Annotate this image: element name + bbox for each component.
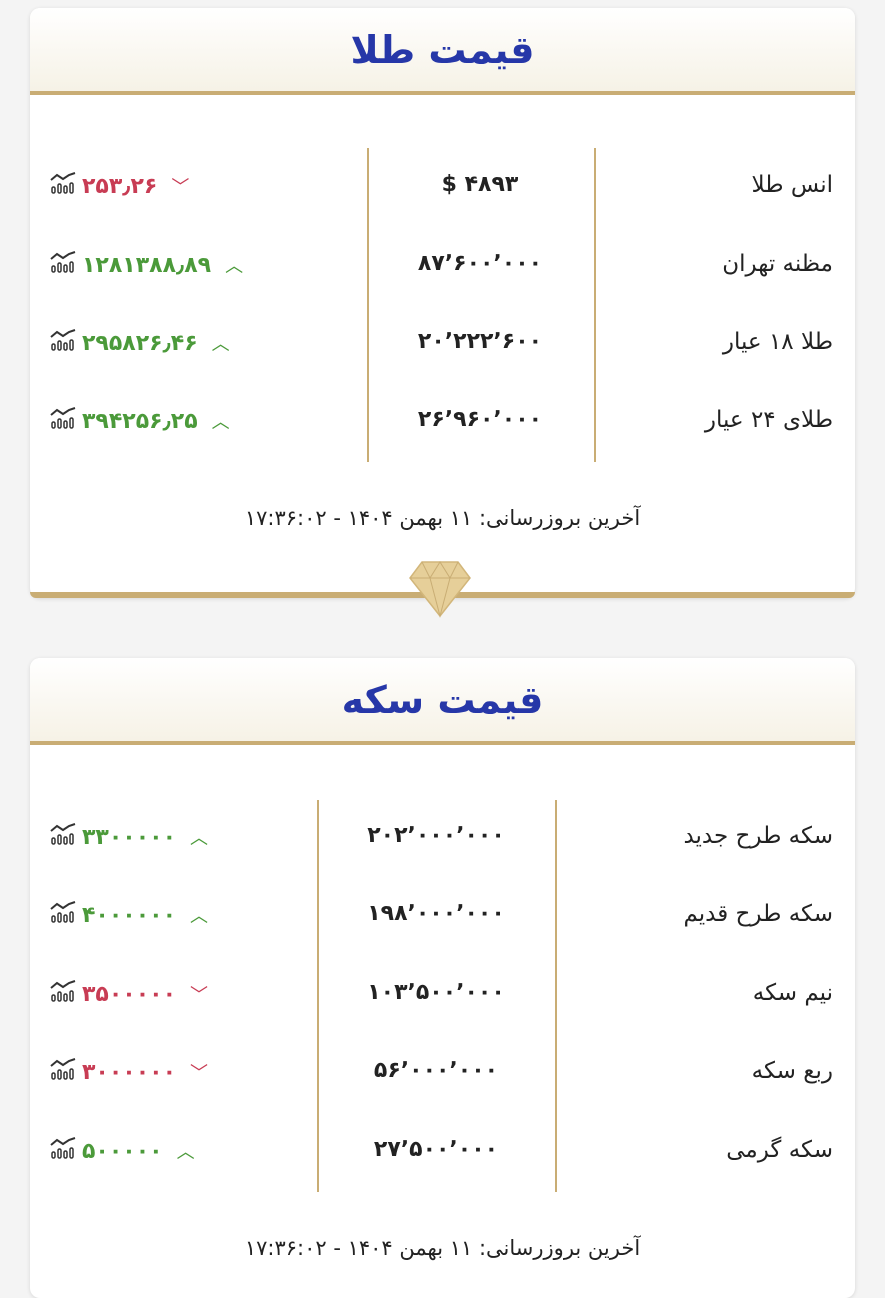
item-change: ۲۵۳٫۲۶ ﹀: [50, 172, 189, 200]
chart-icon[interactable]: [50, 901, 76, 929]
change-value: ۳۳۰۰۰۰۰: [82, 824, 176, 850]
price-row: انس طلا $ ۴۸۹۳ ۲۵۳٫۲۶ ﹀: [30, 166, 855, 206]
item-change: ۳۳۰۰۰۰۰ ︿: [50, 823, 208, 851]
divider: [317, 800, 319, 1192]
item-price: $ ۴۸۹۳: [441, 172, 519, 197]
change-value: ۳۵۰۰۰۰۰: [82, 981, 176, 1007]
card-title: قیمت سکه: [341, 677, 544, 722]
item-price: ۵۶٬۰۰۰٬۰۰۰: [373, 1058, 499, 1083]
change-value: ۱۲۸۱۳۸۸٫۸۹: [82, 252, 212, 278]
item-name: مظنه تهران: [722, 251, 833, 277]
coin-price-card: قیمت سکه آخرین بروزرسانی: ۱۱ بهمن ۱۴۰۴ -…: [30, 658, 855, 1298]
price-row: ربع سکه ۵۶٬۰۰۰٬۰۰۰ ۳۰۰۰۰۰۰ ﹀: [30, 1052, 855, 1092]
chevron-down-icon: ﹀: [190, 1063, 208, 1084]
chevron-up-icon: ︿: [211, 412, 230, 433]
price-row: سکه طرح جدید ۲۰۲٬۰۰۰٬۰۰۰ ۳۳۰۰۰۰۰ ︿: [30, 817, 855, 857]
chart-icon[interactable]: [50, 172, 76, 200]
change-value: ۲۵۳٫۲۶: [82, 173, 158, 199]
item-price: ۱۹۸٬۰۰۰٬۰۰۰: [367, 901, 505, 926]
chart-icon[interactable]: [50, 823, 76, 851]
item-name: سکه گرمی: [726, 1137, 833, 1163]
diamond-icon: [409, 561, 471, 618]
item-name: سکه طرح قدیم: [683, 901, 833, 927]
item-price: ۸۷٬۶۰۰٬۰۰۰: [417, 251, 543, 276]
item-change: ۴۰۰۰۰۰۰ ︿: [50, 901, 208, 929]
item-change: ۵۰۰۰۰۰ ︿: [50, 1137, 195, 1165]
card-title: قیمت طلا: [350, 27, 535, 72]
gold-price-card: قیمت طلا آخرین بروزرسانی: ۱۱ بهمن ۱۴۰۴ -…: [30, 8, 855, 598]
item-price: ۱۰۳٬۵۰۰٬۰۰۰: [367, 980, 505, 1005]
price-row: سکه طرح قدیم ۱۹۸٬۰۰۰٬۰۰۰ ۴۰۰۰۰۰۰ ︿: [30, 895, 855, 935]
chart-icon[interactable]: [50, 329, 76, 357]
chevron-down-icon: ﹀: [171, 177, 190, 198]
item-price: ۲۶٬۹۶۰٬۰۰۰: [417, 407, 543, 432]
item-change: ۳۹۴۲۵۶٫۲۵ ︿: [50, 407, 230, 435]
change-value: ۴۰۰۰۰۰۰: [82, 902, 176, 928]
chart-icon[interactable]: [50, 980, 76, 1008]
price-row: سکه گرمی ۲۷٬۵۰۰٬۰۰۰ ۵۰۰۰۰۰ ︿: [30, 1131, 855, 1171]
chevron-up-icon: ︿: [176, 1142, 195, 1163]
chevron-up-icon: ︿: [211, 334, 230, 355]
item-name: انس طلا: [751, 172, 833, 198]
chart-icon[interactable]: [50, 1137, 76, 1165]
item-change: ۳۵۰۰۰۰۰ ﹀: [50, 980, 208, 1008]
item-change: ۱۲۸۱۳۸۸٫۸۹ ︿: [50, 251, 243, 279]
item-change: ۲۹۵۸۲۶٫۴۶ ︿: [50, 329, 230, 357]
chevron-up-icon: ︿: [225, 256, 244, 277]
chevron-down-icon: ﹀: [190, 985, 208, 1006]
change-value: ۳۰۰۰۰۰۰: [82, 1059, 176, 1085]
change-value: ۲۹۵۸۲۶٫۴۶: [82, 330, 198, 356]
divider: [555, 800, 557, 1192]
price-row: نیم سکه ۱۰۳٬۵۰۰٬۰۰۰ ۳۵۰۰۰۰۰ ﹀: [30, 974, 855, 1014]
item-name: ربع سکه: [751, 1058, 833, 1084]
price-row: طلا ۱۸ عیار ۲۰٬۲۲۲٬۶۰۰ ۲۹۵۸۲۶٫۴۶ ︿: [30, 323, 855, 363]
last-updated: آخرین بروزرسانی: ۱۱ بهمن ۱۴۰۴ - ۱۷:۳۶:۰۲: [244, 1236, 641, 1260]
item-price: ۲۰۲٬۰۰۰٬۰۰۰: [367, 823, 505, 848]
divider: [594, 148, 596, 462]
card-header: قیمت سکه: [30, 658, 855, 745]
item-name: نیم سکه: [752, 980, 833, 1006]
change-value: ۳۹۴۲۵۶٫۲۵: [82, 408, 198, 434]
chart-icon[interactable]: [50, 407, 76, 435]
item-name: طلا ۱۸ عیار: [722, 329, 833, 355]
item-name: طلای ۲۴ عیار: [704, 407, 833, 433]
item-price: ۲۷٬۵۰۰٬۰۰۰: [373, 1137, 499, 1162]
item-name: سکه طرح جدید: [683, 823, 833, 849]
chevron-up-icon: ︿: [190, 828, 208, 849]
last-updated: آخرین بروزرسانی: ۱۱ بهمن ۱۴۰۴ - ۱۷:۳۶:۰۲: [244, 506, 641, 530]
card-header: قیمت طلا: [30, 8, 855, 95]
chart-icon[interactable]: [50, 1058, 76, 1086]
price-row: طلای ۲۴ عیار ۲۶٬۹۶۰٬۰۰۰ ۳۹۴۲۵۶٫۲۵ ︿: [30, 401, 855, 441]
chart-icon[interactable]: [50, 251, 76, 279]
chevron-up-icon: ︿: [190, 906, 208, 927]
change-value: ۵۰۰۰۰۰: [82, 1138, 163, 1164]
price-row: مظنه تهران ۸۷٬۶۰۰٬۰۰۰ ۱۲۸۱۳۸۸٫۸۹ ︿: [30, 245, 855, 285]
divider: [367, 148, 369, 462]
item-change: ۳۰۰۰۰۰۰ ﹀: [50, 1058, 208, 1086]
item-price: ۲۰٬۲۲۲٬۶۰۰: [417, 329, 543, 354]
